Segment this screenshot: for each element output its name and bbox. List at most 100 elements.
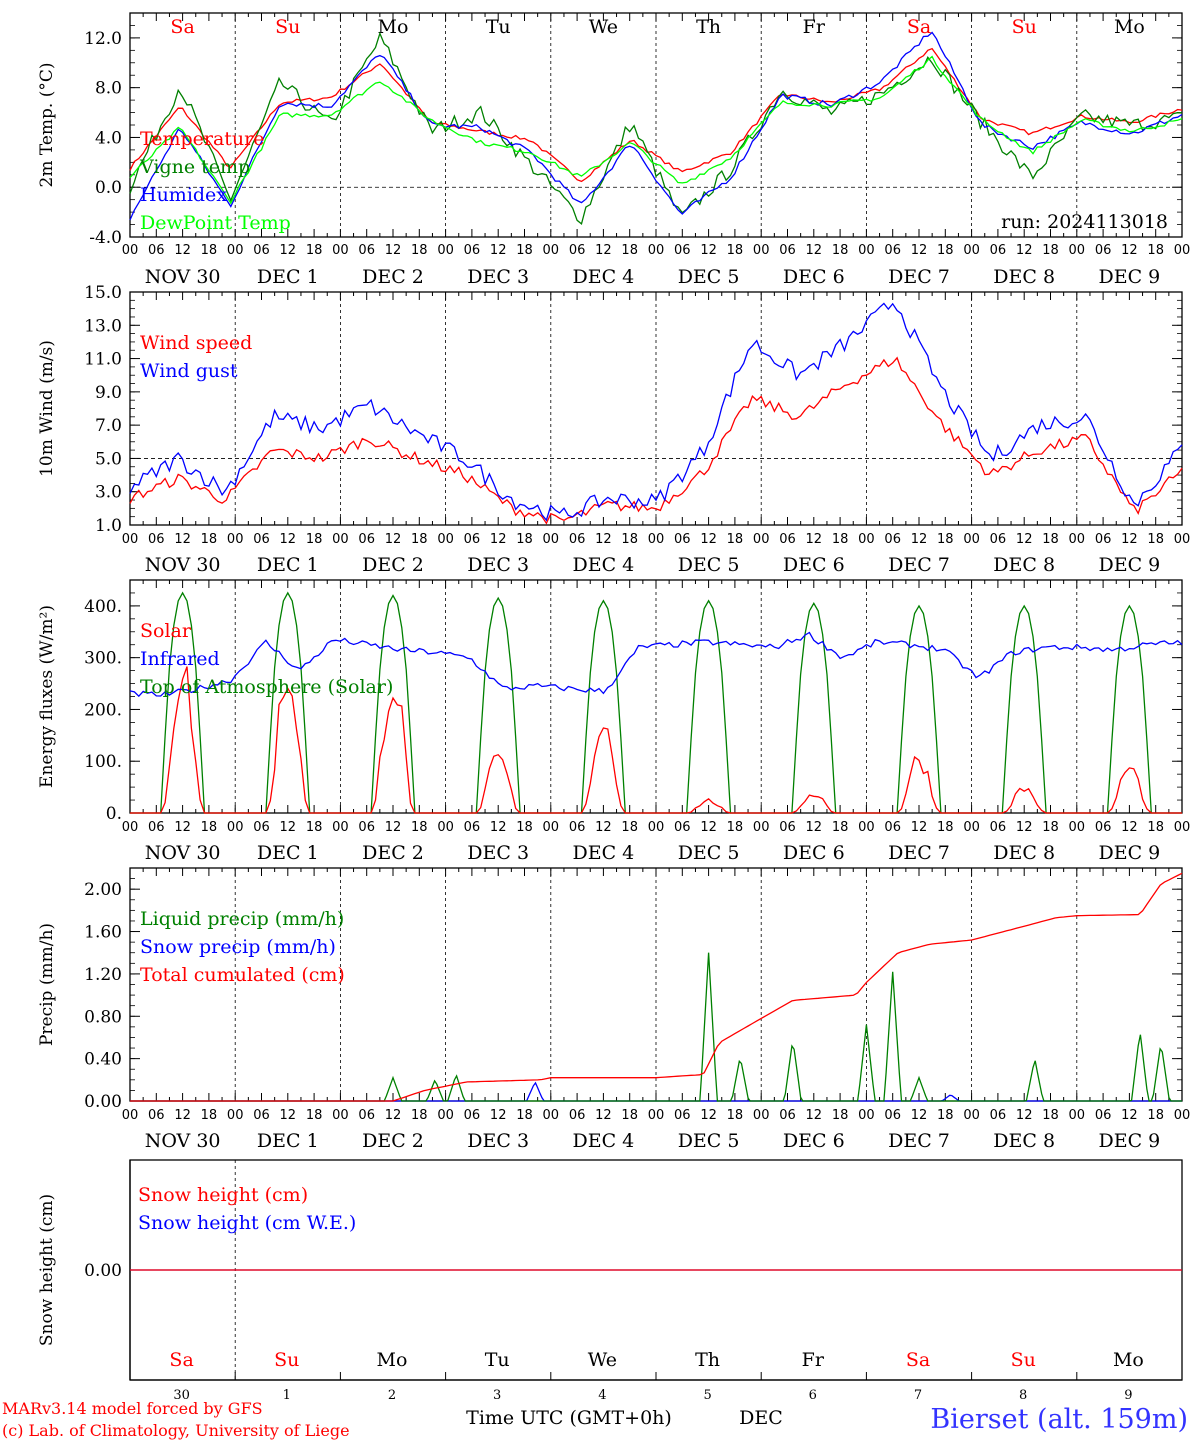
day-label: DEC 9 [1099,842,1161,864]
weekday-label: Mo [1113,1349,1144,1371]
day-label: DEC 7 [888,842,950,864]
hour-tick-label: 18 [1147,532,1164,547]
hour-tick-label: 06 [990,243,1007,258]
day-number-label: 8 [1019,1388,1027,1403]
hour-tick-label: 06 [674,1108,691,1123]
day-label: DEC 7 [888,554,950,576]
hour-tick-label: 18 [937,532,954,547]
hour-tick-label: 00 [1069,1108,1086,1123]
day-label: DEC 8 [993,266,1055,288]
hour-tick-label: 18 [937,243,954,258]
y-tick-label: 0.40 [84,1050,122,1070]
hour-tick-label: 00 [753,820,770,835]
y-axis-label: 10m Wind (m/s) [37,340,57,477]
legend-entry: Top of Atmosphere (Solar) [140,676,393,698]
hour-tick-label: 18 [832,532,849,547]
hour-tick-label: 06 [464,820,481,835]
weekday-label: Mo [1114,16,1145,38]
hour-tick-label: 12 [174,243,191,258]
weekday-label: We [588,1349,617,1371]
hour-tick-label: 00 [858,820,875,835]
hour-tick-label: 12 [1016,1108,1033,1123]
hour-tick-label: 12 [806,532,823,547]
day-number-label: 2 [388,1388,396,1403]
hour-tick-label: 00 [1174,820,1191,835]
hour-tick-label: 18 [411,243,428,258]
hour-tick-label: 00 [1174,243,1191,258]
weekday-label: Su [275,16,300,38]
y-tick-label: 200. [84,700,122,720]
series-line-wind-gust [129,302,1183,522]
hour-tick-label: 06 [779,820,796,835]
hour-tick-label: 12 [385,820,402,835]
y-tick-label: 9.0 [95,383,122,403]
hour-tick-label: 00 [1069,243,1086,258]
hour-tick-label: 06 [253,243,270,258]
hour-tick-label: 12 [385,243,402,258]
hour-tick-label: 12 [700,532,717,547]
hour-tick-label: 12 [1121,820,1138,835]
weekday-label: Mo [378,16,409,38]
series-line-infrared [129,631,1183,698]
hour-tick-label: 06 [569,820,586,835]
day-label: DEC 2 [362,266,424,288]
hour-tick-label: 12 [595,532,612,547]
y-axis-label: Snow height (cm) [37,1194,57,1346]
legend-entry: Humidex [140,184,227,206]
hour-tick-label: 00 [543,243,560,258]
y-tick-label: 0.00 [84,1092,122,1112]
weekday-label: Fr [803,16,826,38]
hour-tick-label: 12 [280,243,297,258]
hour-tick-label: 06 [148,1108,165,1123]
hour-tick-label: 18 [727,532,744,547]
month-label: DEC [739,1407,783,1429]
hour-tick-label: 12 [1121,1108,1138,1123]
weekday-label: Th [696,16,721,38]
y-tick-label: 2.00 [84,880,122,900]
legend-entry: Snow height (cm W.E.) [138,1212,356,1234]
y-tick-label: 300. [84,649,122,669]
hour-tick-label: 06 [990,1108,1007,1123]
series-line-total-cumulated [130,872,1183,1102]
y-tick-label: 1.0 [95,516,122,536]
weekday-label: Tu [486,16,511,38]
day-number-label: 4 [598,1388,606,1403]
day-label: DEC 3 [467,1130,529,1152]
hour-tick-label: 12 [174,1108,191,1123]
y-tick-label: 4.0 [95,128,122,148]
hour-tick-label: 06 [1095,820,1112,835]
legend-entry: DewPoint Temp [140,212,291,234]
legend-entry: Solar [140,620,192,642]
hour-tick-label: 00 [963,243,980,258]
hour-tick-label: 00 [122,532,139,547]
hour-tick-label: 18 [727,1108,744,1123]
hour-tick-label: 00 [648,532,665,547]
day-label: DEC 8 [993,842,1055,864]
hour-tick-label: 06 [674,243,691,258]
hour-tick-label: 06 [253,820,270,835]
hour-tick-label: 12 [806,820,823,835]
hour-tick-label: 00 [227,532,244,547]
y-tick-label: 0. [106,804,122,824]
y-tick-label: 0.80 [84,1007,122,1027]
hour-tick-label: 12 [700,243,717,258]
hour-tick-label: 00 [1069,532,1086,547]
hour-tick-label: 06 [779,1108,796,1123]
series-line-vigne-temp [129,31,1183,226]
day-number-label: 6 [809,1388,817,1403]
hour-tick-label: 12 [806,243,823,258]
hour-tick-label: 06 [358,1108,375,1123]
hour-tick-label: 06 [464,532,481,547]
hour-tick-label: 00 [332,820,349,835]
panel-frame [129,12,1183,238]
day-label: DEC 5 [678,1130,740,1152]
hour-tick-label: 06 [358,820,375,835]
hour-tick-label: 12 [911,532,928,547]
hour-tick-label: 18 [516,532,533,547]
hour-tick-label: 00 [122,820,139,835]
legend-entry: Infrared [140,648,220,670]
day-number-label: 5 [703,1388,711,1403]
hour-tick-label: 12 [1121,532,1138,547]
hour-tick-label: 06 [569,243,586,258]
hour-tick-label: 18 [201,1108,218,1123]
